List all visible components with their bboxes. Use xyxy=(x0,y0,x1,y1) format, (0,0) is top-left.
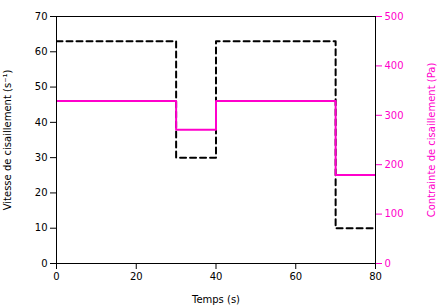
svg-text:0: 0 xyxy=(53,271,59,282)
svg-text:0: 0 xyxy=(41,258,47,269)
svg-text:Vitesse de cisaillement (s⁻¹): Vitesse de cisaillement (s⁻¹) xyxy=(2,70,13,211)
svg-text:80: 80 xyxy=(369,271,382,282)
svg-text:20: 20 xyxy=(130,271,143,282)
svg-text:300: 300 xyxy=(385,110,404,121)
svg-text:10: 10 xyxy=(35,222,48,233)
svg-text:30: 30 xyxy=(35,152,48,163)
svg-text:200: 200 xyxy=(385,159,404,170)
svg-text:Contrainte de cisaillement (Pa: Contrainte de cisaillement (Pa) xyxy=(426,63,437,218)
svg-text:0: 0 xyxy=(385,258,391,269)
svg-text:60: 60 xyxy=(289,271,302,282)
svg-text:Temps (s): Temps (s) xyxy=(191,294,240,305)
svg-text:40: 40 xyxy=(210,271,223,282)
svg-text:40: 40 xyxy=(35,117,48,128)
svg-text:400: 400 xyxy=(385,60,404,71)
svg-text:500: 500 xyxy=(385,11,404,22)
svg-text:20: 20 xyxy=(35,187,48,198)
svg-text:70: 70 xyxy=(35,11,48,22)
svg-text:100: 100 xyxy=(385,208,404,219)
svg-text:60: 60 xyxy=(35,46,48,57)
svg-text:50: 50 xyxy=(35,81,48,92)
